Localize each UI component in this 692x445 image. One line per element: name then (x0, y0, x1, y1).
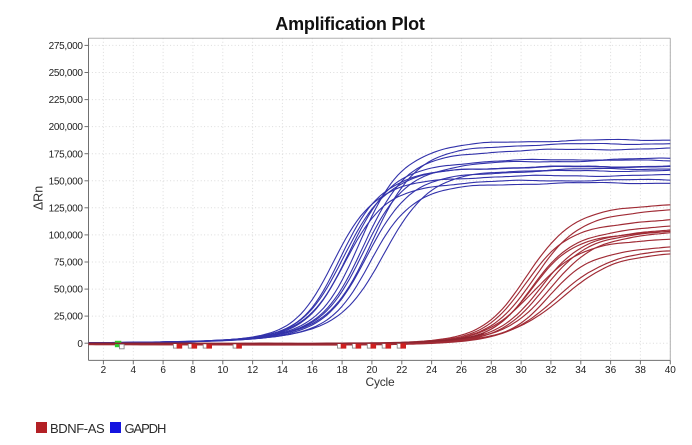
svg-text:8: 8 (190, 365, 196, 376)
svg-text:28: 28 (486, 365, 498, 376)
svg-text:125,000: 125,000 (49, 203, 84, 214)
svg-text:24: 24 (426, 365, 438, 376)
svg-text:0: 0 (77, 339, 83, 350)
svg-text:34: 34 (575, 365, 587, 376)
svg-text:36: 36 (605, 365, 617, 376)
svg-text:26: 26 (456, 365, 468, 376)
svg-text:150,000: 150,000 (49, 176, 84, 187)
svg-text:Cycle: Cycle (365, 375, 395, 389)
svg-text:20: 20 (366, 365, 378, 376)
svg-text:275,000: 275,000 (49, 41, 84, 52)
svg-text:2: 2 (101, 365, 107, 376)
svg-text:225,000: 225,000 (49, 95, 84, 106)
svg-text:50,000: 50,000 (54, 285, 84, 296)
svg-text:4: 4 (131, 365, 137, 376)
svg-text:18: 18 (337, 365, 349, 376)
svg-text:32: 32 (545, 365, 557, 376)
svg-text:14: 14 (277, 365, 289, 376)
svg-text:ΔRn: ΔRn (32, 186, 46, 210)
svg-text:10: 10 (217, 365, 229, 376)
svg-text:16: 16 (307, 365, 319, 376)
svg-text:22: 22 (396, 365, 408, 376)
svg-text:250,000: 250,000 (49, 68, 84, 79)
svg-text:30: 30 (516, 365, 528, 376)
svg-text:38: 38 (635, 365, 647, 376)
svg-text:100,000: 100,000 (49, 231, 84, 242)
svg-text:25,000: 25,000 (54, 312, 84, 323)
svg-text:12: 12 (247, 365, 259, 376)
svg-text:75,000: 75,000 (54, 258, 84, 269)
svg-text:6: 6 (160, 365, 166, 376)
svg-text:175,000: 175,000 (49, 149, 84, 160)
svg-text:40: 40 (665, 365, 677, 376)
svg-text:200,000: 200,000 (49, 122, 84, 133)
